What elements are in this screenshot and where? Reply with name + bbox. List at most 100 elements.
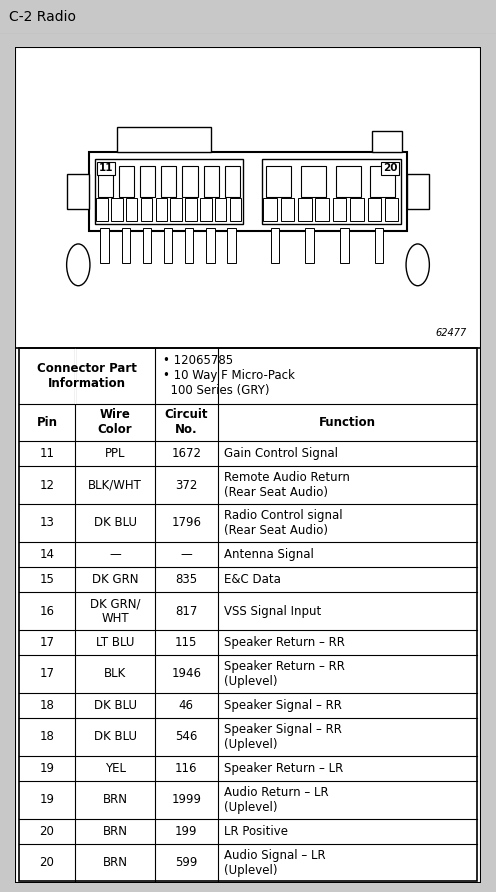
- Bar: [89, 152, 407, 231]
- Text: 11: 11: [99, 163, 113, 173]
- Bar: [375, 228, 383, 263]
- Text: Speaker Signal – RR
(Uplevel): Speaker Signal – RR (Uplevel): [224, 723, 342, 751]
- Text: 1796: 1796: [171, 516, 201, 530]
- Text: Speaker Return – RR: Speaker Return – RR: [224, 636, 345, 649]
- Bar: [340, 228, 349, 263]
- Text: Connector Part
Information: Connector Part Information: [37, 362, 136, 390]
- Bar: [96, 198, 108, 221]
- Bar: [372, 131, 402, 152]
- Text: C-2 Radio: C-2 Radio: [9, 10, 76, 24]
- Bar: [185, 228, 193, 263]
- Text: 19: 19: [40, 793, 55, 806]
- Bar: [118, 127, 211, 152]
- Text: 18: 18: [40, 698, 55, 712]
- Bar: [164, 228, 172, 263]
- Text: Speaker Return – RR
(Uplevel): Speaker Return – RR (Uplevel): [224, 660, 345, 688]
- Text: Radio Control signal
(Rear Seat Audio): Radio Control signal (Rear Seat Audio): [224, 509, 343, 537]
- Text: LR Positive: LR Positive: [224, 824, 288, 838]
- Text: Speaker Signal – RR: Speaker Signal – RR: [224, 698, 342, 712]
- Text: VSS Signal Input: VSS Signal Input: [224, 605, 321, 617]
- Bar: [74, 348, 76, 403]
- Text: —: —: [181, 548, 192, 561]
- Text: BRN: BRN: [103, 824, 127, 838]
- Text: 19: 19: [40, 762, 55, 775]
- Text: 12: 12: [40, 479, 55, 491]
- Text: DK BLU: DK BLU: [94, 731, 136, 743]
- Bar: [262, 159, 401, 225]
- Text: Speaker Return – LR: Speaker Return – LR: [224, 762, 343, 775]
- Bar: [281, 198, 294, 221]
- Text: Pin: Pin: [37, 416, 58, 429]
- Text: Audio Signal – LR
(Uplevel): Audio Signal – LR (Uplevel): [224, 848, 326, 877]
- Text: • 12065785
• 10 Way F Micro-Pack
  100 Series (GRY): • 12065785 • 10 Way F Micro-Pack 100 Ser…: [163, 354, 295, 397]
- Text: 14: 14: [40, 548, 55, 561]
- Bar: [183, 166, 197, 197]
- Bar: [315, 198, 329, 221]
- Text: 1672: 1672: [171, 447, 201, 460]
- Text: Circuit
No.: Circuit No.: [165, 409, 208, 436]
- Bar: [298, 198, 311, 221]
- Text: E&C Data: E&C Data: [224, 573, 281, 586]
- Circle shape: [66, 244, 90, 285]
- Text: 17: 17: [40, 636, 55, 649]
- Circle shape: [406, 244, 430, 285]
- Bar: [95, 159, 244, 225]
- Bar: [336, 166, 361, 197]
- Bar: [333, 198, 346, 221]
- Bar: [407, 174, 429, 210]
- Bar: [225, 166, 240, 197]
- Text: 20: 20: [383, 163, 397, 173]
- Bar: [143, 228, 151, 263]
- Bar: [230, 198, 241, 221]
- Text: 46: 46: [179, 698, 194, 712]
- Text: Wire
Color: Wire Color: [98, 409, 132, 436]
- Text: BLK: BLK: [104, 667, 126, 681]
- Bar: [271, 228, 279, 263]
- Text: 16: 16: [40, 605, 55, 617]
- Text: PPL: PPL: [105, 447, 125, 460]
- Bar: [228, 228, 236, 263]
- Text: —: —: [109, 548, 121, 561]
- Bar: [368, 198, 381, 221]
- Text: Antenna Signal: Antenna Signal: [224, 548, 314, 561]
- Bar: [119, 166, 134, 197]
- Text: Function: Function: [319, 416, 376, 429]
- Bar: [19, 348, 477, 881]
- Text: 599: 599: [175, 856, 197, 869]
- Bar: [371, 166, 395, 197]
- Text: 13: 13: [40, 516, 55, 530]
- Bar: [141, 198, 152, 221]
- Text: BRN: BRN: [103, 856, 127, 869]
- Text: DK BLU: DK BLU: [94, 698, 136, 712]
- Text: 17: 17: [40, 667, 55, 681]
- Text: 20: 20: [40, 856, 55, 869]
- Bar: [215, 198, 227, 221]
- Bar: [122, 228, 130, 263]
- Text: DK BLU: DK BLU: [94, 516, 136, 530]
- Text: 1999: 1999: [171, 793, 201, 806]
- Bar: [100, 228, 109, 263]
- Text: BRN: BRN: [103, 793, 127, 806]
- Text: 372: 372: [175, 479, 197, 491]
- Text: 18: 18: [40, 731, 55, 743]
- Text: 20: 20: [40, 824, 55, 838]
- Text: 15: 15: [40, 573, 55, 586]
- Text: Gain Control Signal: Gain Control Signal: [224, 447, 338, 460]
- Bar: [263, 198, 277, 221]
- Text: DK GRN/
WHT: DK GRN/ WHT: [90, 597, 140, 625]
- Bar: [200, 198, 212, 221]
- Bar: [185, 198, 197, 221]
- Bar: [171, 198, 182, 221]
- Bar: [98, 166, 113, 197]
- Text: LT BLU: LT BLU: [96, 636, 134, 649]
- Bar: [156, 198, 167, 221]
- Text: 116: 116: [175, 762, 197, 775]
- Text: BLK/WHT: BLK/WHT: [88, 479, 142, 491]
- Text: DK GRN: DK GRN: [92, 573, 138, 586]
- Bar: [140, 166, 155, 197]
- Text: 835: 835: [175, 573, 197, 586]
- Text: 11: 11: [40, 447, 55, 460]
- Bar: [161, 166, 177, 197]
- Bar: [306, 228, 314, 263]
- Bar: [126, 198, 137, 221]
